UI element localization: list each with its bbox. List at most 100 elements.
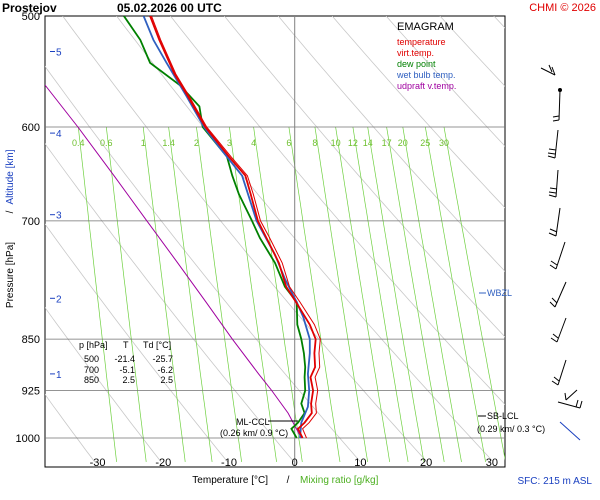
legend-title: EMAGRAM xyxy=(397,21,454,33)
series-dew-point xyxy=(123,16,307,439)
mixing-ratio-lines xyxy=(77,126,505,462)
wbzl-label: WBZL xyxy=(487,288,512,298)
legend-item-virt-temp: virt.temp. xyxy=(397,48,434,58)
dry-adiabat-line xyxy=(331,16,505,209)
mixing-ratio-line xyxy=(105,126,147,462)
temperature-tick-label: 30 xyxy=(486,457,498,469)
dry-adiabat-line xyxy=(45,393,96,463)
mixing-ratio-line xyxy=(335,126,391,462)
mixing-ratio-line xyxy=(367,126,425,462)
wind-barb xyxy=(564,389,578,401)
mixing-ratio-line xyxy=(288,126,341,462)
pressure-tick-label: 1000 xyxy=(16,433,40,445)
y-axis-title-group: Pressure [hPa] / Altitude [km] xyxy=(5,149,16,308)
mixing-ratio-line xyxy=(142,126,186,462)
dry-adiabat-lines xyxy=(45,16,505,463)
sounding-table: p [hPa] T Td [°C] 500 -21.4 -25.7 700 -5… xyxy=(79,340,173,385)
mixing-ratio-line xyxy=(352,126,409,462)
table-cell: 2.5 xyxy=(122,375,135,385)
wind-barb xyxy=(551,359,567,386)
wind-barbs xyxy=(540,64,583,441)
legend-item-wet-bulb: wet bulb temp. xyxy=(396,70,456,80)
pressure-tick-label: 600 xyxy=(22,122,40,134)
table-cell: 2.5 xyxy=(160,375,173,385)
table-cell: -21.4 xyxy=(114,354,135,364)
dry-adiabat-line xyxy=(170,16,505,406)
mixing-ratio-label: 6 xyxy=(286,138,291,148)
mixing-ratio-label: 30 xyxy=(439,138,449,148)
temperature-tick-label: 10 xyxy=(354,457,366,469)
pressure-tick-label: 500 xyxy=(22,11,40,23)
mixing-ratio-label: 10 xyxy=(331,138,341,148)
mixing-ratio-line xyxy=(229,126,277,462)
mixing-ratio-labels: 0.4 0.6 1 1.4 2 3 4 6 8 10 12 14 17 20 25 30 xyxy=(72,138,449,148)
mixing-ratio-line xyxy=(253,126,303,462)
series-udpraft-v-temp xyxy=(45,84,302,439)
altitude-tick-label: 5 xyxy=(56,48,62,59)
mixing-ratio-line xyxy=(386,126,445,462)
x-axis-mix-title: Mixing ratio [g/kg] xyxy=(300,475,379,486)
sb-lcl-label: SB-LCL xyxy=(487,411,519,421)
altitude-tick-label: 2 xyxy=(56,294,62,305)
ml-ccl-sub: (0.26 km/ 0.9 °C) xyxy=(220,428,288,438)
mixing-ratio-label: 17 xyxy=(382,138,392,148)
mixing-ratio-label: 14 xyxy=(363,138,373,148)
legend-item-temperature: temperature xyxy=(397,37,446,47)
wind-barb xyxy=(548,207,561,237)
dry-adiabat-line xyxy=(385,16,505,147)
mixing-ratio-line xyxy=(443,126,505,461)
table-header-p: p [hPa] xyxy=(79,340,108,350)
table-cell: -25.7 xyxy=(152,354,173,364)
dry-adiabat-line xyxy=(493,16,505,29)
wind-barb xyxy=(557,399,583,409)
pressure-tick-label: 700 xyxy=(22,216,40,228)
legend-item-updraft: udpraft v.temp. xyxy=(397,81,456,91)
mixing-ratio-label: 12 xyxy=(348,138,358,148)
altitude-ticks: 1 2 3 4 5 xyxy=(50,48,62,381)
mixing-ratio-label: 0.6 xyxy=(100,138,113,148)
table-cell: -5.1 xyxy=(119,365,135,375)
mixing-ratio-label: 1 xyxy=(141,138,146,148)
dry-adiabat-line xyxy=(62,16,428,463)
credit-label: CHMI © 2026 xyxy=(529,2,596,14)
mixing-ratio-line xyxy=(168,126,213,462)
wind-barb xyxy=(540,64,556,76)
mixing-ratio-line xyxy=(77,126,117,462)
mixing-ratio-line xyxy=(402,126,462,462)
ml-ccl-label: ML-CCL xyxy=(236,417,270,427)
temperature-tick-label: -10 xyxy=(221,457,237,469)
mixing-ratio-label: 20 xyxy=(398,138,408,148)
pressure-tick-labels: 500 600 700 850 925 1000 xyxy=(16,11,40,445)
series-wet-bulb-temp xyxy=(142,16,311,439)
temperature-tick-label: 0 xyxy=(292,457,298,469)
mixing-ratio-line xyxy=(424,126,486,462)
dry-adiabat-line xyxy=(116,16,494,463)
y-axis-title: Pressure [hPa] xyxy=(5,242,16,308)
y-axis-separator: / xyxy=(5,210,16,213)
wind-barb xyxy=(552,88,562,122)
legend-item-dew-point: dew point xyxy=(397,59,436,69)
mixing-ratio-label: 1.4 xyxy=(162,138,175,148)
mixing-ratio-label: 25 xyxy=(420,138,430,148)
mixing-ratio-label: 4 xyxy=(251,138,256,148)
sfc-label: SFC: 215 m ASL xyxy=(518,476,593,487)
wind-barb xyxy=(548,169,559,198)
pressure-tick-label: 925 xyxy=(22,386,40,398)
isobar-lines xyxy=(45,126,505,439)
dry-adiabat-line xyxy=(45,306,162,463)
table-cell: 700 xyxy=(84,365,99,375)
dry-adiabat-line xyxy=(45,65,361,463)
mixing-ratio-label: 0.4 xyxy=(72,138,85,148)
sb-lcl-sub: (0.29 km/ 0.3 °C) xyxy=(477,424,545,434)
series-virt-temp xyxy=(151,16,321,439)
altitude-tick-label: 4 xyxy=(56,129,62,140)
pressure-tick-label: 850 xyxy=(22,334,40,346)
series-temperature xyxy=(149,16,317,439)
profile-series xyxy=(45,16,321,439)
altitude-tick-label: 1 xyxy=(56,370,62,381)
station-name: Prostejov xyxy=(2,1,57,15)
wind-barb xyxy=(549,241,566,270)
wind-barb xyxy=(547,129,559,159)
temperature-tick-label: -30 xyxy=(90,457,106,469)
